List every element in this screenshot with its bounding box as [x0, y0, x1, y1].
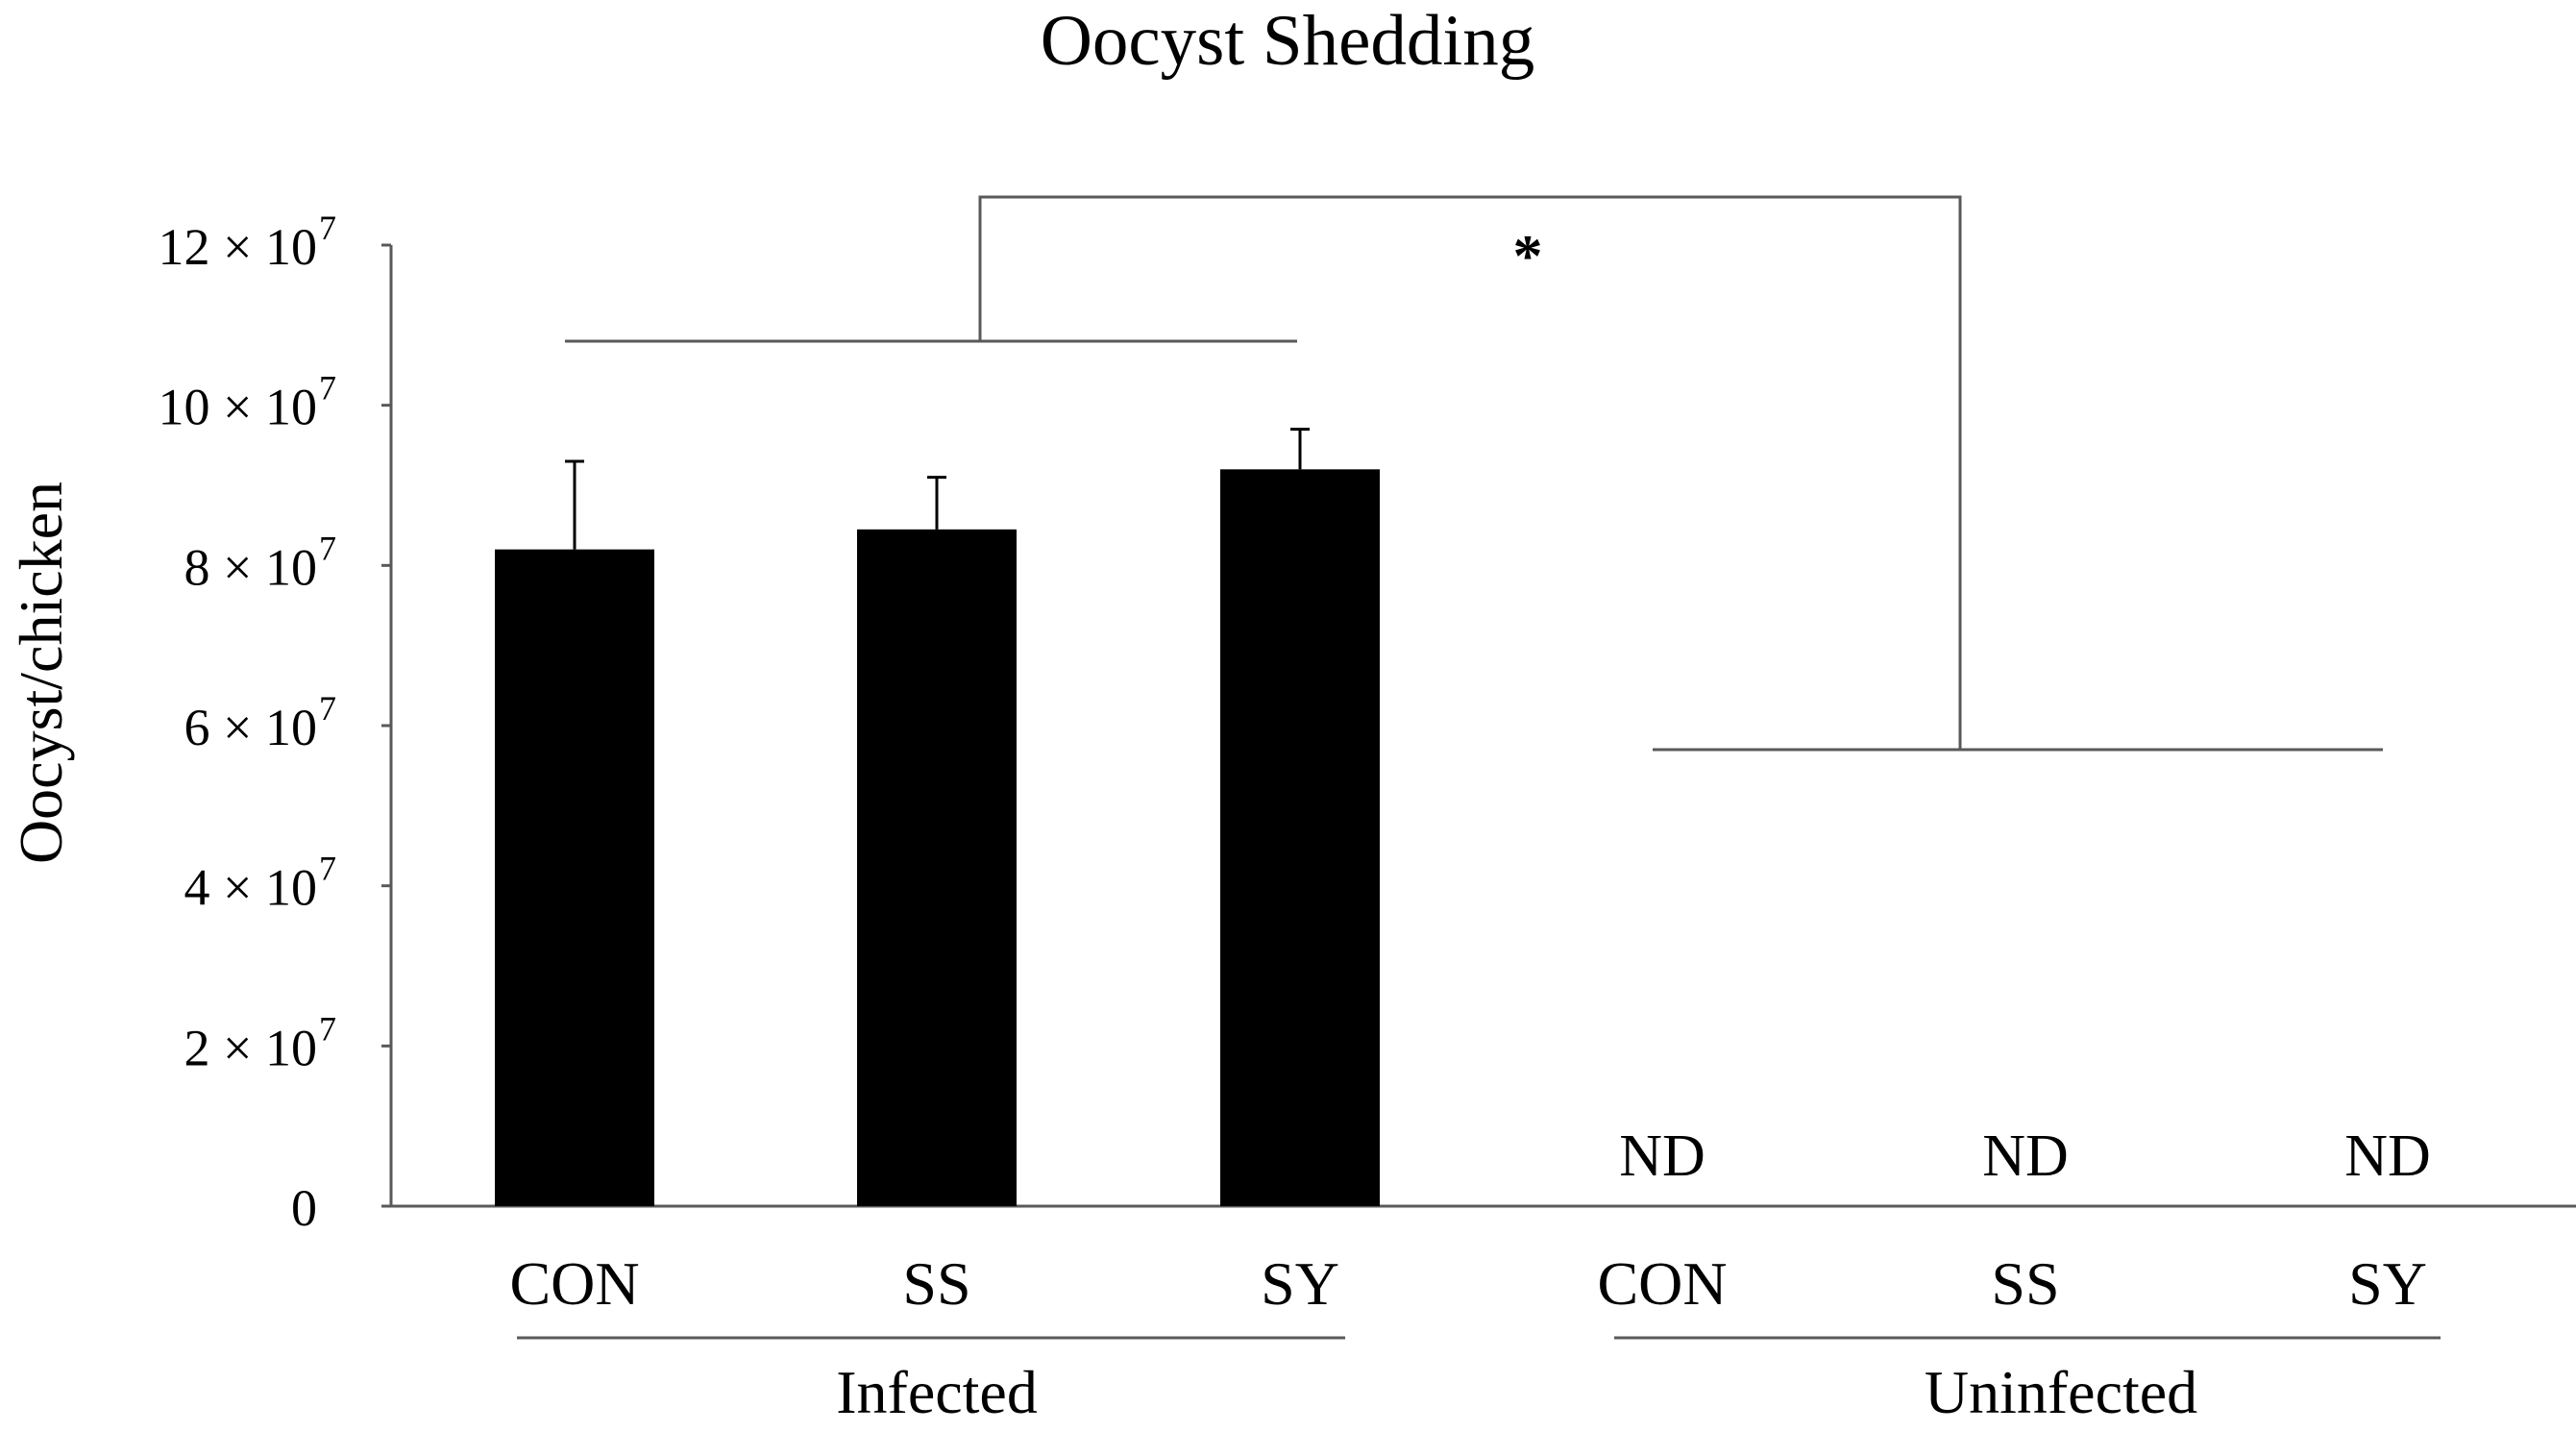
bar [857, 529, 1017, 1206]
y-tick-exponent: 7 [319, 529, 336, 567]
y-tick-exponent: 7 [319, 209, 336, 247]
x-tick-label: SY [2348, 1249, 2427, 1318]
x-tick-labels: CON SS SY CON SS SY [509, 1249, 2426, 1318]
chart-title: Oocyst Shedding [1041, 1, 1535, 81]
y-tick-label: 10 × 10 [159, 379, 317, 436]
group-labels: Infected Uninfected [517, 1336, 2441, 1426]
x-tick-label: CON [1597, 1249, 1727, 1318]
y-tick-label: 0 [291, 1179, 317, 1237]
bar [495, 549, 654, 1206]
y-tick-label: 12 × 10 [159, 218, 317, 276]
y-tick-label: 2 × 10 [184, 1019, 317, 1076]
x-tick-label: CON [509, 1249, 639, 1318]
bars [495, 469, 1380, 1206]
nd-labels: ND ND ND [1619, 1123, 2431, 1189]
nd-label: ND [1982, 1123, 2069, 1189]
nd-label: ND [2344, 1123, 2431, 1189]
x-tick-label: SS [902, 1249, 970, 1318]
y-axis-label: Oocyst/chicken [7, 481, 75, 864]
y-ticks: 02 × 10 74 × 10 76 × 10 78 × 10 710 × 10 712 … [159, 209, 391, 1237]
bar [1220, 469, 1380, 1206]
y-tick-label: 8 × 10 [184, 538, 317, 596]
y-tick-exponent: 7 [319, 850, 336, 888]
y-tick-exponent: 7 [319, 1009, 336, 1048]
y-tick-exponent: 7 [319, 369, 336, 407]
group-label: Infected [836, 1358, 1038, 1426]
error-bars [565, 428, 1310, 550]
y-tick-label: 4 × 10 [184, 859, 317, 917]
y-tick-exponent: 7 [319, 689, 336, 728]
x-tick-label: SS [1991, 1249, 2059, 1318]
x-tick-label: SY [1261, 1249, 1339, 1318]
significance-bracket: * [565, 195, 2383, 752]
y-tick-label: 6 × 10 [184, 699, 317, 756]
group-label: Uninfected [1925, 1358, 2197, 1426]
significance-marker: * [1513, 224, 1543, 289]
significance-connector [978, 195, 1962, 750]
nd-label: ND [1619, 1123, 1705, 1189]
